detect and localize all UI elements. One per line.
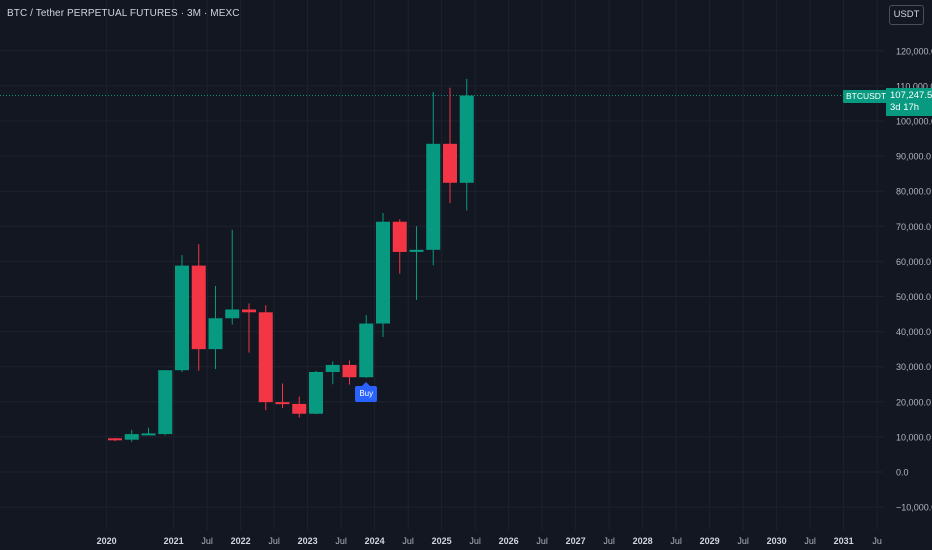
price-tick-label: 50,000.0 <box>896 292 931 302</box>
candle <box>309 370 323 415</box>
time-tick-label: Jul <box>737 536 749 546</box>
price-tick-label: 40,000.0 <box>896 327 931 337</box>
candle-body <box>443 143 457 183</box>
candle <box>409 226 424 301</box>
candle-body <box>426 143 441 250</box>
price-tick-label: 0.0 <box>896 468 909 478</box>
price-tick-label: 10,000.0 <box>896 432 931 442</box>
candle <box>108 437 122 442</box>
candle-body <box>292 403 307 414</box>
candle <box>191 244 206 371</box>
candle-body <box>409 249 424 252</box>
price-tick-label: 100,000.0 <box>896 117 932 127</box>
candle-body <box>459 95 474 183</box>
time-tick-label: Jul <box>335 536 347 546</box>
last-price-tag: 107,247.5 3d 17h <box>886 88 932 116</box>
symbol-title: BTC / Tether PERPETUAL FUTURES · 3M · ME… <box>7 8 240 19</box>
candle-body <box>191 265 206 350</box>
candle <box>459 78 474 211</box>
candle-body <box>309 371 323 414</box>
candle <box>208 285 223 370</box>
time-tick-label: 2025 <box>432 536 452 546</box>
symbol-label: BTCUSDT.P <box>843 90 897 103</box>
candle-body <box>342 364 357 378</box>
time-tick-label: Jul <box>804 536 816 546</box>
time-tick-label: 2031 <box>834 536 854 546</box>
time-tick-label: Jul <box>603 536 615 546</box>
time-tick-label: 2024 <box>365 536 385 546</box>
price-tick-label: 120,000.0 <box>896 46 932 56</box>
candle-body <box>258 312 273 403</box>
buy-signal-badge[interactable]: Buy <box>355 381 378 402</box>
time-tick-label: 2022 <box>231 536 251 546</box>
time-tick-label: Ju <box>872 536 882 546</box>
time-tick-label: 2023 <box>298 536 318 546</box>
currency-button[interactable]: USDT <box>889 5 924 25</box>
candle <box>258 305 273 411</box>
time-tick-label: Jul <box>670 536 682 546</box>
candle-body <box>275 402 290 405</box>
candle-body <box>108 438 122 441</box>
price-tick-label: 20,000.0 <box>896 397 931 407</box>
last-price-value: 107,247.5 <box>890 90 932 101</box>
candle <box>242 303 256 353</box>
time-tick-label: 2030 <box>767 536 787 546</box>
price-tick-label: 90,000.0 <box>896 152 931 162</box>
time-tick-label: 2028 <box>633 536 653 546</box>
time-tick-label: Jul <box>469 536 481 546</box>
candle-body <box>141 433 156 436</box>
candle <box>392 219 407 274</box>
candle <box>342 360 357 385</box>
candle-body <box>325 364 340 372</box>
candle-body <box>175 265 189 371</box>
time-tick-label: 2027 <box>566 536 586 546</box>
time-tick-label: 2026 <box>499 536 519 546</box>
price-tick-label: −10,000.0 <box>896 503 932 513</box>
price-tick-label: 80,000.0 <box>896 187 931 197</box>
candle <box>124 429 139 442</box>
candle <box>359 315 374 378</box>
candle <box>175 255 189 372</box>
time-tick-label: Jul <box>536 536 548 546</box>
bar-countdown: 3d 17h <box>890 102 920 113</box>
time-tick-label: Jul <box>268 536 280 546</box>
time-tick-label: 2020 <box>97 536 117 546</box>
price-tick-label: 60,000.0 <box>896 257 931 267</box>
price-axis[interactable]: 120,000.0 110,000.0 100,000.0 90,000.0 80,00… <box>884 0 932 530</box>
candle-body <box>359 323 374 378</box>
time-tick-label: 2029 <box>700 536 720 546</box>
price-tick-label: 70,000.0 <box>896 222 931 232</box>
price-tick-label: 30,000.0 <box>896 362 931 372</box>
time-tick-label: Jul <box>201 536 213 546</box>
price-chart[interactable] <box>0 0 884 530</box>
candle <box>158 370 173 436</box>
time-tick-label: 2021 <box>164 536 184 546</box>
price-tick-label: 110,000.0 <box>896 81 932 91</box>
candle <box>325 361 340 385</box>
candle <box>292 396 307 418</box>
candle-body <box>392 221 407 252</box>
candle-body <box>124 434 139 440</box>
candle <box>141 427 156 436</box>
candle-body <box>208 318 223 350</box>
candle-body <box>242 309 256 313</box>
candle-body <box>225 309 240 319</box>
time-tick-label: Jul <box>402 536 414 546</box>
candle-body <box>158 370 173 435</box>
time-axis[interactable]: 2020 2021 Jul 2022 Jul 2023 Jul 2024 Jul 2025 Jul 2… <box>0 530 932 550</box>
candle <box>426 91 441 266</box>
candle <box>275 383 290 409</box>
candle <box>225 229 240 325</box>
candle <box>376 212 390 337</box>
candle <box>443 87 457 204</box>
candle-body <box>376 221 390 324</box>
